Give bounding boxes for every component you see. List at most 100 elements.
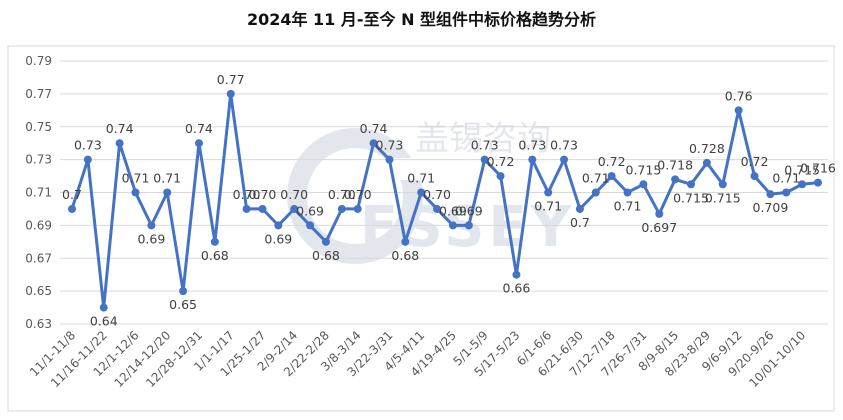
data-point <box>147 221 156 230</box>
data-point <box>448 221 457 230</box>
chart-title: 2024年 11 月-至今 N 型组件中标价格趋势分析 <box>246 10 597 29</box>
data-label: 0.71 <box>772 171 800 186</box>
plot-area-border <box>7 45 835 412</box>
series-line <box>70 92 819 310</box>
data-point <box>639 180 648 189</box>
y-tick-label: 0.75 <box>25 120 52 134</box>
data-label: 0.7 <box>62 187 82 202</box>
data-point <box>591 188 600 197</box>
y-tick-label: 0.69 <box>25 218 52 232</box>
y-tick-label: 0.67 <box>25 251 52 265</box>
data-label: 0.697 <box>641 220 677 235</box>
data-label: 0.70 <box>233 187 261 202</box>
data-label: 0.69 <box>455 203 483 218</box>
data-point <box>782 188 791 197</box>
data-label: 0.69 <box>137 231 165 246</box>
data-point <box>544 188 553 197</box>
data-point <box>337 204 346 213</box>
data-point <box>353 204 362 213</box>
data-label: 0.64 <box>90 314 118 329</box>
data-label: 0.73 <box>550 138 578 153</box>
data-point <box>210 237 219 246</box>
data-label: 0.70 <box>249 187 277 202</box>
data-point <box>560 155 569 164</box>
data-label: 0.77 <box>217 72 245 87</box>
data-point <box>528 155 537 164</box>
data-point <box>194 139 203 148</box>
data-point <box>321 237 330 246</box>
data-point <box>68 204 76 213</box>
data-label: 0.68 <box>391 248 419 263</box>
data-point <box>480 155 489 164</box>
data-point <box>401 237 410 246</box>
data-label: 0.71 <box>407 171 435 186</box>
data-label: 0.70 <box>280 187 308 202</box>
data-point <box>163 188 172 197</box>
data-label: 0.7 <box>570 215 590 230</box>
data-label: 0.715 <box>784 162 820 177</box>
data-point <box>575 204 584 213</box>
data-label: 0.709 <box>752 200 788 215</box>
data-point <box>655 209 664 218</box>
data-label: 0.728 <box>689 141 725 156</box>
data-point <box>369 139 378 148</box>
data-label: 0.73 <box>471 138 499 153</box>
y-tick-label: 0.71 <box>25 186 52 200</box>
y-tick-label: 0.63 <box>25 317 52 331</box>
data-label: 0.70 <box>328 187 356 202</box>
data-label: 0.74 <box>106 121 134 136</box>
data-label: 0.71 <box>122 171 150 186</box>
data-label: 0.72 <box>741 154 769 169</box>
data-point <box>115 139 124 148</box>
y-tick-label: 0.77 <box>25 87 52 101</box>
data-point <box>179 287 188 296</box>
data-point <box>623 188 632 197</box>
data-point <box>83 155 92 164</box>
data-point <box>274 221 283 230</box>
data-label: 0.74 <box>185 121 213 136</box>
data-label: 0.70 <box>423 187 451 202</box>
data-point <box>242 204 251 213</box>
data-point <box>671 175 680 184</box>
data-label: 0.715 <box>673 190 709 205</box>
data-point <box>702 158 711 167</box>
data-point <box>464 221 473 230</box>
data-label: 0.71 <box>582 171 610 186</box>
data-label: 0.716 <box>800 161 836 176</box>
data-point <box>99 303 108 312</box>
svg-text:盖锡咨询: 盖锡咨询 <box>415 119 551 159</box>
data-label: 0.72 <box>598 154 626 169</box>
data-label: 0.715 <box>626 162 662 177</box>
data-label: 0.73 <box>376 138 404 153</box>
data-label: 0.71 <box>614 199 642 214</box>
data-label: 0.65 <box>169 297 197 312</box>
data-point <box>290 204 299 213</box>
data-label: 0.74 <box>360 121 388 136</box>
data-point <box>131 188 140 197</box>
data-point <box>417 188 426 197</box>
data-point <box>258 204 267 213</box>
data-point <box>385 155 394 164</box>
data-point <box>433 204 442 213</box>
data-label: 0.72 <box>487 154 515 169</box>
data-label: 0.70 <box>344 187 372 202</box>
data-label: 0.66 <box>503 281 531 296</box>
data-label: 0.715 <box>705 190 741 205</box>
data-point <box>512 270 521 279</box>
data-point <box>226 89 235 98</box>
data-point <box>814 178 822 187</box>
data-point <box>734 106 743 115</box>
data-label: 0.73 <box>518 138 546 153</box>
data-point <box>718 180 727 189</box>
y-tick-label: 0.79 <box>25 54 52 68</box>
y-tick-label: 0.65 <box>25 284 52 298</box>
data-point <box>766 190 775 199</box>
data-point <box>687 180 696 189</box>
data-label: 0.69 <box>439 203 467 218</box>
data-label: 0.69 <box>296 203 324 218</box>
data-point <box>306 221 315 230</box>
y-tick-label: 0.73 <box>25 153 52 167</box>
data-label: 0.69 <box>264 231 292 246</box>
